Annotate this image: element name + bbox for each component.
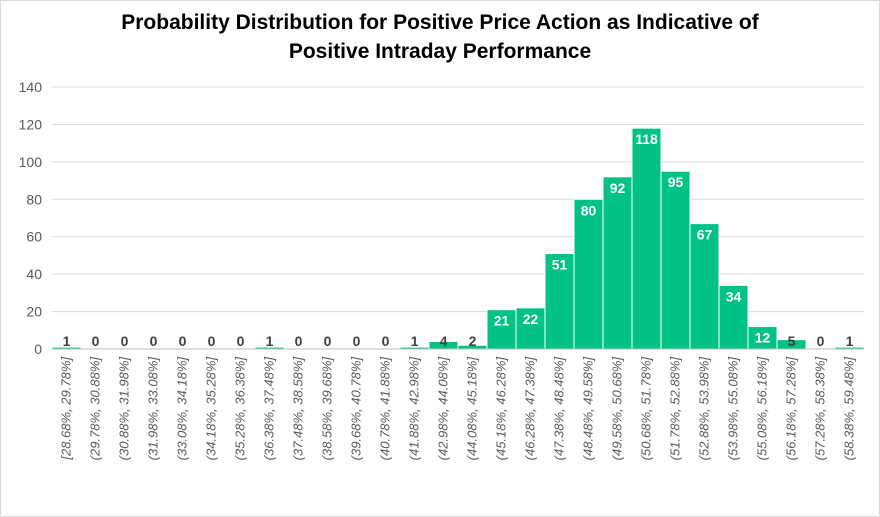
x-tick-label: (45.18%, 46.28%] xyxy=(494,357,509,461)
data-label: 92 xyxy=(610,180,626,196)
x-tick-label: (51.78%, 52.88%] xyxy=(668,357,683,461)
data-label: 34 xyxy=(726,288,742,304)
bar xyxy=(689,223,720,350)
data-label: 4 xyxy=(440,333,448,349)
x-tick-label: (49.58%, 50.68%] xyxy=(610,357,625,461)
data-label: 0 xyxy=(150,333,158,349)
data-label: 0 xyxy=(353,333,361,349)
data-label: 1 xyxy=(411,333,419,349)
x-tick-label: (50.68%, 51.78%] xyxy=(639,357,654,461)
data-label: 1 xyxy=(846,333,854,349)
x-tick-label: (46.28%, 47.38%] xyxy=(523,357,538,461)
y-tick-label: 100 xyxy=(19,154,43,170)
bar xyxy=(573,198,604,350)
x-tick-label: (31.98%, 33.08%] xyxy=(146,357,161,461)
data-label: 95 xyxy=(668,174,684,190)
bar xyxy=(660,170,691,350)
data-label: 0 xyxy=(295,333,303,349)
data-label: 22 xyxy=(523,311,539,327)
x-tick-label: (56.18%, 57.28%] xyxy=(784,357,799,461)
data-label: 1 xyxy=(63,333,71,349)
x-tick-label: (38.58%, 39.68%] xyxy=(320,357,335,461)
x-tick-label: (53.98%, 55.08%] xyxy=(726,357,741,461)
data-label: 2 xyxy=(469,333,477,349)
x-tick-label: (41.88%, 42.98%] xyxy=(407,357,422,461)
y-tick-label: 20 xyxy=(26,304,42,320)
data-label: 21 xyxy=(494,313,510,329)
x-tick-label: (37.48%, 38.58%] xyxy=(291,357,306,461)
x-tick-label: (47.38%, 48.48%] xyxy=(552,357,567,461)
x-tick-label: (55.08%, 56.18%] xyxy=(755,357,770,461)
x-tick-label: (35.28%, 36.38%] xyxy=(233,357,248,461)
y-tick-label: 40 xyxy=(26,266,42,282)
x-tick-label: (58.38%, 59.48%] xyxy=(842,357,857,461)
x-tick-label: [28.68%, 29.78%] xyxy=(59,357,74,461)
x-tick-label: (30.88%, 31.98%] xyxy=(117,357,132,461)
x-tick-label: (39.68%, 40.78%] xyxy=(349,357,364,461)
data-label: 12 xyxy=(755,330,771,346)
data-label: 5 xyxy=(788,333,796,349)
x-tick-label: (42.98%, 44.08%] xyxy=(436,357,451,461)
y-tick-label: 80 xyxy=(26,191,42,207)
data-label: 67 xyxy=(697,227,713,243)
x-tick-label: (33.08%, 34.18%] xyxy=(175,357,190,461)
data-label: 0 xyxy=(179,333,187,349)
data-label: 80 xyxy=(581,202,597,218)
data-label: 0 xyxy=(324,333,332,349)
y-tick-label: 60 xyxy=(26,229,42,245)
data-label: 0 xyxy=(121,333,129,349)
x-tick-label: (52.88%, 53.98%] xyxy=(697,357,712,461)
x-tick-label: (48.48%, 49.58%] xyxy=(581,357,596,461)
data-label: 0 xyxy=(817,333,825,349)
x-tick-label: (44.08%, 45.18%] xyxy=(465,357,480,461)
bar xyxy=(631,127,662,350)
data-label: 0 xyxy=(92,333,100,349)
x-tick-label: (57.28%, 58.38%] xyxy=(813,357,828,461)
chart-title: Probability Distribution for Positive Pr… xyxy=(0,8,880,66)
bar xyxy=(544,253,575,350)
x-tick-label: (34.18%, 35.28%] xyxy=(204,357,219,461)
x-tick-label: (29.78%, 30.88%] xyxy=(88,357,103,461)
y-tick-label: 120 xyxy=(19,116,43,132)
chart-title-line1: Probability Distribution for Positive Pr… xyxy=(121,11,759,34)
bar xyxy=(515,307,546,350)
chart-title-line2: Positive Intraday Performance xyxy=(288,40,592,63)
data-label: 0 xyxy=(208,333,216,349)
data-label: 0 xyxy=(382,333,390,349)
x-tick-label: (36.38%, 37.48%] xyxy=(262,357,277,461)
bar xyxy=(486,309,517,350)
data-label: 51 xyxy=(552,257,568,273)
x-tick-label: (40.78%, 41.88%] xyxy=(378,357,393,461)
y-tick-label: 0 xyxy=(34,341,42,357)
data-label: 118 xyxy=(635,131,658,147)
y-tick-label: 140 xyxy=(19,79,43,95)
data-label: 1 xyxy=(266,333,274,349)
bar xyxy=(602,176,633,350)
data-label: 0 xyxy=(237,333,245,349)
